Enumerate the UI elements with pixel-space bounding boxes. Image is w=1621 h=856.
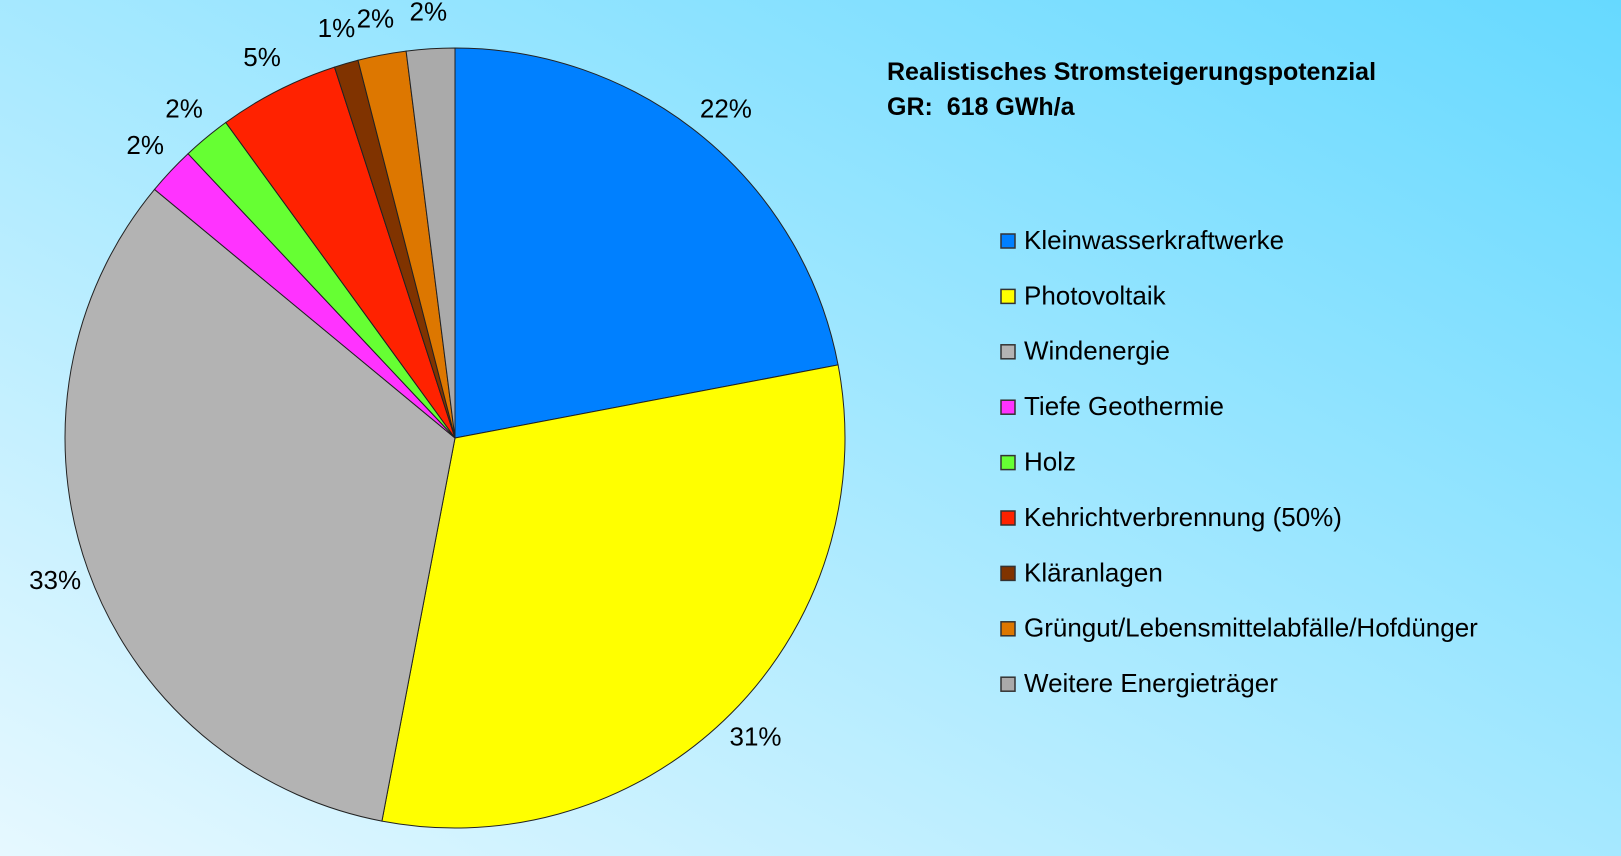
pie-slice <box>454 47 839 439</box>
data-label: 22% <box>700 93 752 123</box>
legend-label: Kläranlagen <box>1024 557 1163 587</box>
legend-swatch <box>1000 288 1016 305</box>
data-label: 2% <box>357 3 395 33</box>
legend-swatch <box>1000 565 1016 582</box>
pie-slice <box>405 47 456 439</box>
data-label: 33% <box>29 565 81 595</box>
legend-swatch <box>1000 510 1016 526</box>
pie-slice <box>381 364 846 829</box>
legend-label: Grüngut/Lebensmittelabfälle/Hofdünger <box>1024 613 1478 643</box>
legend-swatch <box>1000 454 1016 471</box>
data-label: 5% <box>243 42 281 72</box>
legend-swatch <box>1000 233 1016 249</box>
chart-title: Realistisches Stromsteigerungspotenzial <box>887 58 1376 86</box>
pie-slice <box>64 188 456 822</box>
legend-swatch <box>1000 399 1016 415</box>
data-label: 2% <box>165 93 203 123</box>
data-label: 1% <box>318 13 356 43</box>
legend-swatch <box>1000 621 1016 637</box>
legend-label: Weitere Energieträger <box>1024 668 1278 698</box>
chart-subtitle: GR: 618 GWh/a <box>887 93 1076 121</box>
legend-label: Kleinwasserkraftwerke <box>1024 225 1284 255</box>
pie-labels: 22%31%33%2%2%5%1% 2% 2% <box>29 0 781 751</box>
legend-label: Photovoltaik <box>1024 280 1167 310</box>
data-label: 2% <box>126 130 164 160</box>
legend-label: Windenergie <box>1024 336 1170 366</box>
legend-swatch <box>1000 676 1016 692</box>
pie <box>64 47 846 829</box>
legend-label: Kehrichtverbrennung (50%) <box>1024 502 1342 532</box>
legend-label: Holz <box>1024 446 1076 476</box>
legend-label: Tiefe Geothermie <box>1024 391 1224 421</box>
legend-swatch <box>1000 344 1016 360</box>
data-label: 2% <box>410 0 448 27</box>
legend: Kleinwasserkraftwerke Photovoltaik Windene… <box>1000 225 1478 698</box>
data-label: 31% <box>729 721 781 751</box>
